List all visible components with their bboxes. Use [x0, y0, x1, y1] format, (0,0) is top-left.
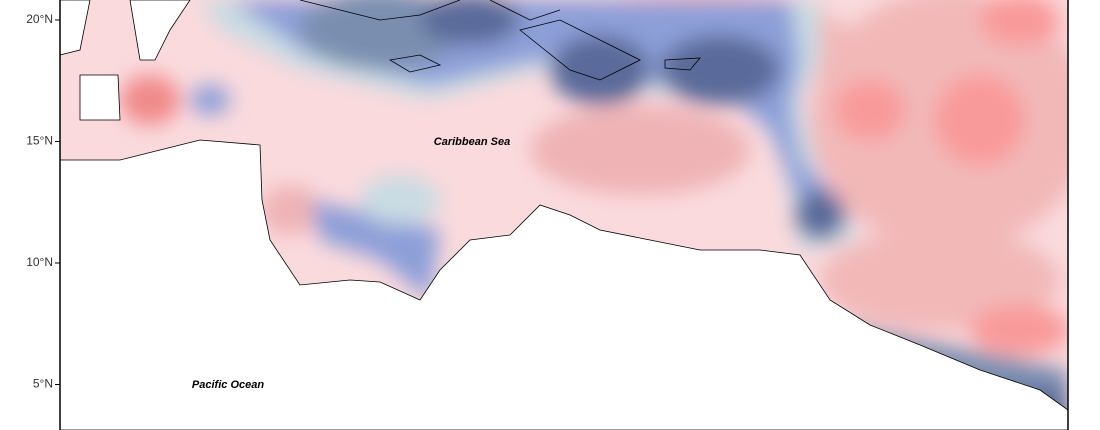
- islands: [299, 0, 701, 81]
- ocean-label: Pacific Ocean: [192, 379, 264, 391]
- lat-tick-label: 10°N: [26, 255, 53, 269]
- sea-label: Caribbean Sea: [434, 136, 510, 148]
- lat-tick-label: 15°N: [26, 134, 53, 148]
- land: [59, 139, 1069, 430]
- lat-tick-label: 20°N: [26, 12, 53, 26]
- frame: [59, 0, 1069, 430]
- lat-tick-label: 5°N: [33, 377, 53, 391]
